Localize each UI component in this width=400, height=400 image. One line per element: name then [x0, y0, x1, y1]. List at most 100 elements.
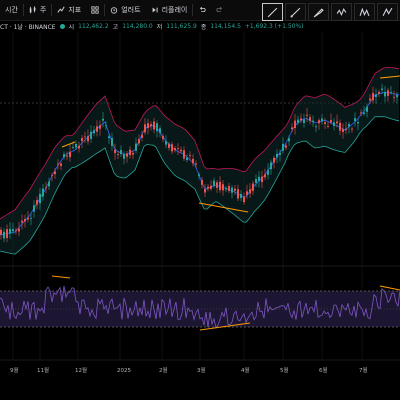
candle-body [282, 143, 284, 151]
candle-body [135, 143, 137, 151]
layout-button[interactable] [86, 6, 104, 14]
close-value: 114,154.5 [210, 22, 241, 30]
candle-body [228, 186, 230, 191]
candle-body [345, 128, 347, 131]
candle-body [171, 144, 173, 152]
candle-body [3, 231, 5, 239]
time-axis-label: 2월 [159, 366, 168, 374]
band-lower-line [0, 116, 400, 255]
candle-body [225, 188, 227, 190]
toolbar-divider [51, 4, 53, 16]
candle-body [318, 120, 320, 124]
candle-body [156, 123, 158, 132]
candle-body [393, 96, 395, 98]
toolbar-divider [104, 4, 106, 16]
candle-body [126, 153, 128, 157]
band-fill [0, 67, 399, 255]
bollinger-bands [0, 66, 400, 255]
candle-body [273, 157, 275, 163]
time-axis-label: 9월 [10, 366, 19, 374]
candle-body [366, 106, 368, 112]
candle-body [51, 175, 53, 177]
drawn-trend-line [198, 202, 249, 213]
candle-body [6, 229, 8, 238]
candle-body [84, 136, 86, 138]
chart-type-button[interactable]: 주 [24, 5, 51, 15]
alert-button[interactable]: 얼러트 [105, 5, 145, 15]
time-axis-label: 12월 [75, 366, 87, 374]
pattern-tool[interactable] [354, 3, 375, 21]
candle-body [252, 183, 254, 191]
ray-tool[interactable] [285, 3, 306, 21]
candle-body [249, 189, 251, 194]
symbol-label[interactable]: CT · 1날 · BINANCE [0, 23, 56, 31]
candle-body [234, 188, 236, 191]
replay-button[interactable]: 리플레이 [146, 5, 193, 15]
candle-body [159, 128, 161, 133]
candle-body [48, 181, 50, 187]
candle-body [339, 122, 341, 131]
replay-icon [152, 7, 158, 13]
toolbar-divider [192, 4, 194, 16]
candle-body [27, 217, 29, 220]
candle-body [264, 174, 266, 178]
undo-button[interactable] [193, 6, 211, 14]
candle-body [258, 176, 260, 181]
indicators-button[interactable]: 지표 [52, 5, 86, 15]
brush-icon [313, 7, 324, 17]
redo-button[interactable] [211, 6, 229, 14]
interval-selector[interactable]: 시간 [0, 5, 23, 15]
candle-body [375, 94, 377, 97]
wave-tool[interactable] [331, 3, 352, 21]
candle-body [276, 153, 278, 158]
market-status-icon [59, 23, 65, 29]
candle-body [144, 124, 146, 133]
candle-body [141, 134, 143, 138]
candle-body [138, 139, 140, 144]
trend-line-tool[interactable] [262, 3, 283, 21]
candle-body [306, 114, 308, 116]
candle-body [342, 129, 344, 132]
candle-body [348, 124, 350, 127]
candle-body [354, 118, 356, 121]
candle-body [57, 163, 59, 165]
time-axis: 9월 11월 12월 2025 2월 3월 4월 5월 6월 7월 [10, 366, 368, 374]
candle-body [147, 123, 149, 129]
candles-icon [29, 6, 36, 14]
candle-body [42, 188, 44, 197]
rsi-line [0, 285, 400, 329]
candle-body [300, 118, 302, 121]
time-axis-label: 3월 [197, 366, 206, 374]
candle-body [72, 147, 74, 148]
low-value: 111,625.9 [166, 22, 197, 30]
candle-body [132, 152, 134, 155]
grid-icon [91, 6, 99, 14]
candle-body [363, 112, 365, 114]
candle-body [90, 131, 92, 139]
candle-body [255, 179, 257, 183]
candle-body [15, 230, 17, 232]
candle-body [336, 121, 338, 124]
candle-body [333, 122, 335, 126]
candle-body [9, 228, 11, 234]
chart-type-label: 주 [39, 6, 47, 14]
brush-tool[interactable] [308, 3, 329, 21]
candle-body [369, 98, 371, 101]
drawing-tools [262, 0, 400, 24]
indicators-icon [57, 6, 65, 13]
fib-tool[interactable] [377, 3, 398, 21]
candle-body [189, 155, 191, 156]
candle-body [45, 187, 47, 189]
candle-body [195, 163, 197, 165]
candle-body [240, 194, 242, 198]
candle-body [285, 145, 287, 148]
price-chart[interactable]: 9월 11월 12월 2025 2월 3월 4월 5월 6월 7월 [0, 20, 400, 400]
candle-body [216, 182, 218, 188]
time-axis-label: 11월 [37, 366, 49, 374]
candle-body [378, 91, 380, 94]
candle-body [39, 193, 41, 204]
candle-body [246, 191, 248, 196]
candle-body [270, 162, 272, 170]
candle-body [102, 118, 104, 121]
candle-body [33, 205, 35, 212]
